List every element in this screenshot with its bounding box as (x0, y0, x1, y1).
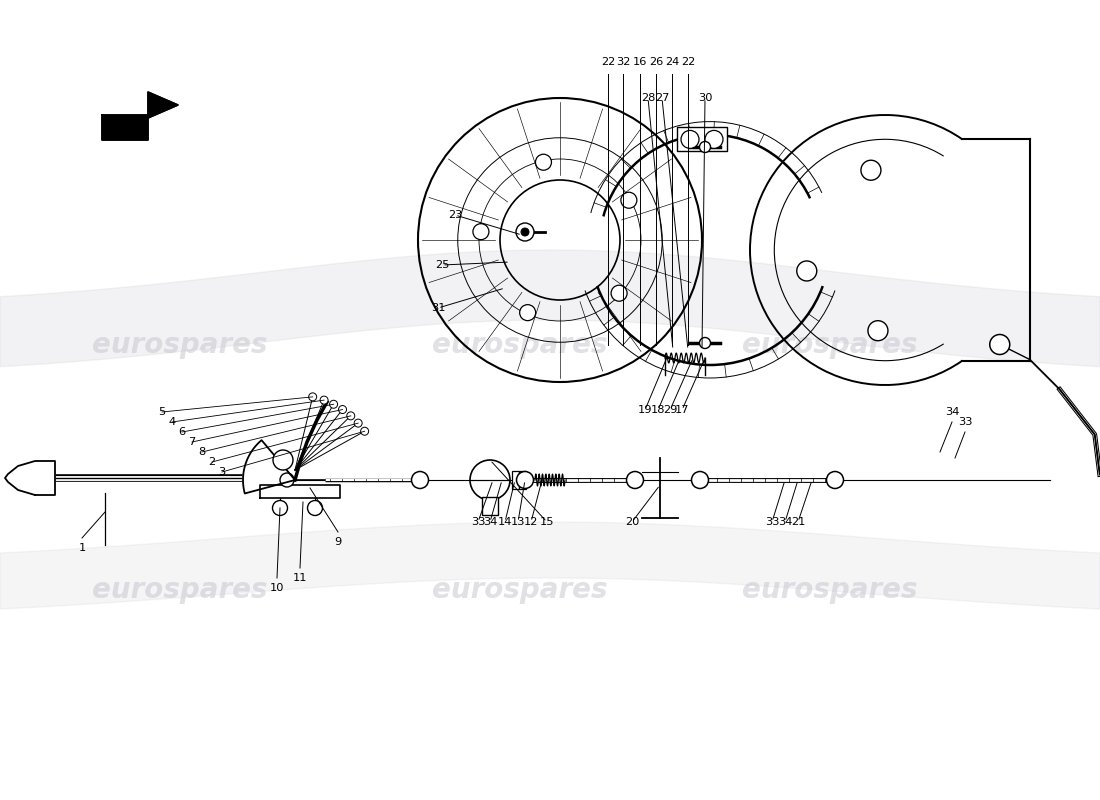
Text: 26: 26 (649, 57, 663, 67)
Text: 33: 33 (471, 517, 485, 527)
Circle shape (411, 471, 429, 489)
Text: 25: 25 (434, 260, 449, 270)
Circle shape (681, 130, 698, 149)
Text: eurospares: eurospares (742, 576, 917, 604)
Circle shape (517, 471, 534, 489)
Text: 9: 9 (334, 537, 342, 547)
Circle shape (339, 406, 346, 414)
Polygon shape (260, 485, 340, 498)
Polygon shape (6, 461, 55, 495)
Text: 5: 5 (158, 407, 166, 417)
Text: 28: 28 (641, 93, 656, 103)
Text: 19: 19 (638, 405, 652, 415)
Circle shape (700, 338, 711, 349)
Circle shape (519, 305, 536, 321)
Text: 10: 10 (270, 583, 284, 593)
Text: 34: 34 (945, 407, 959, 417)
Circle shape (700, 142, 711, 153)
Text: 23: 23 (448, 210, 462, 220)
Circle shape (354, 419, 362, 427)
Text: 6: 6 (178, 427, 186, 437)
Text: 29: 29 (663, 405, 678, 415)
Circle shape (516, 223, 534, 241)
Circle shape (521, 228, 529, 236)
Circle shape (273, 501, 287, 515)
Text: 18: 18 (651, 405, 666, 415)
Circle shape (627, 471, 644, 489)
Polygon shape (243, 440, 295, 494)
Text: 20: 20 (625, 517, 639, 527)
Text: 3: 3 (219, 467, 225, 477)
Text: 33: 33 (958, 417, 972, 427)
Text: eurospares: eurospares (92, 331, 267, 359)
Circle shape (868, 321, 888, 341)
Circle shape (473, 224, 488, 240)
Circle shape (826, 471, 844, 489)
Bar (676, 127, 727, 151)
Text: 2: 2 (208, 457, 216, 467)
Text: 22: 22 (601, 57, 615, 67)
Circle shape (692, 471, 708, 489)
Text: 12: 12 (524, 517, 538, 527)
Text: 24: 24 (664, 57, 679, 67)
Text: 15: 15 (540, 517, 554, 527)
Text: 30: 30 (697, 93, 713, 103)
Text: 31: 31 (431, 303, 446, 313)
Text: 34: 34 (483, 517, 497, 527)
Circle shape (361, 427, 368, 435)
Text: 32: 32 (616, 57, 630, 67)
Bar (518, 471, 526, 489)
Text: 13: 13 (510, 517, 526, 527)
Text: 11: 11 (293, 573, 307, 583)
Circle shape (536, 154, 551, 170)
Circle shape (308, 501, 322, 515)
Circle shape (330, 400, 338, 408)
Circle shape (309, 393, 317, 401)
Text: 34: 34 (778, 517, 792, 527)
Circle shape (796, 261, 817, 281)
Text: 1: 1 (78, 543, 86, 553)
Text: 4: 4 (168, 417, 176, 427)
Circle shape (320, 396, 328, 404)
Circle shape (620, 192, 637, 208)
Text: eurospares: eurospares (92, 576, 267, 604)
Text: 8: 8 (198, 447, 206, 457)
Circle shape (273, 450, 293, 470)
Circle shape (346, 412, 355, 420)
Text: 27: 27 (654, 93, 669, 103)
Text: 17: 17 (674, 405, 690, 415)
Text: 14: 14 (498, 517, 513, 527)
Text: 7: 7 (188, 437, 196, 447)
Circle shape (705, 130, 723, 149)
Text: eurospares: eurospares (742, 331, 917, 359)
Text: eurospares: eurospares (432, 331, 607, 359)
Circle shape (990, 334, 1010, 354)
Circle shape (861, 160, 881, 180)
Text: 21: 21 (791, 517, 805, 527)
Text: 33: 33 (764, 517, 779, 527)
Text: 22: 22 (681, 57, 695, 67)
Circle shape (612, 286, 627, 302)
Circle shape (280, 473, 294, 487)
Polygon shape (102, 92, 178, 140)
Bar (482, 497, 498, 515)
Text: eurospares: eurospares (432, 576, 607, 604)
Bar (512, 471, 518, 489)
Text: 16: 16 (632, 57, 647, 67)
